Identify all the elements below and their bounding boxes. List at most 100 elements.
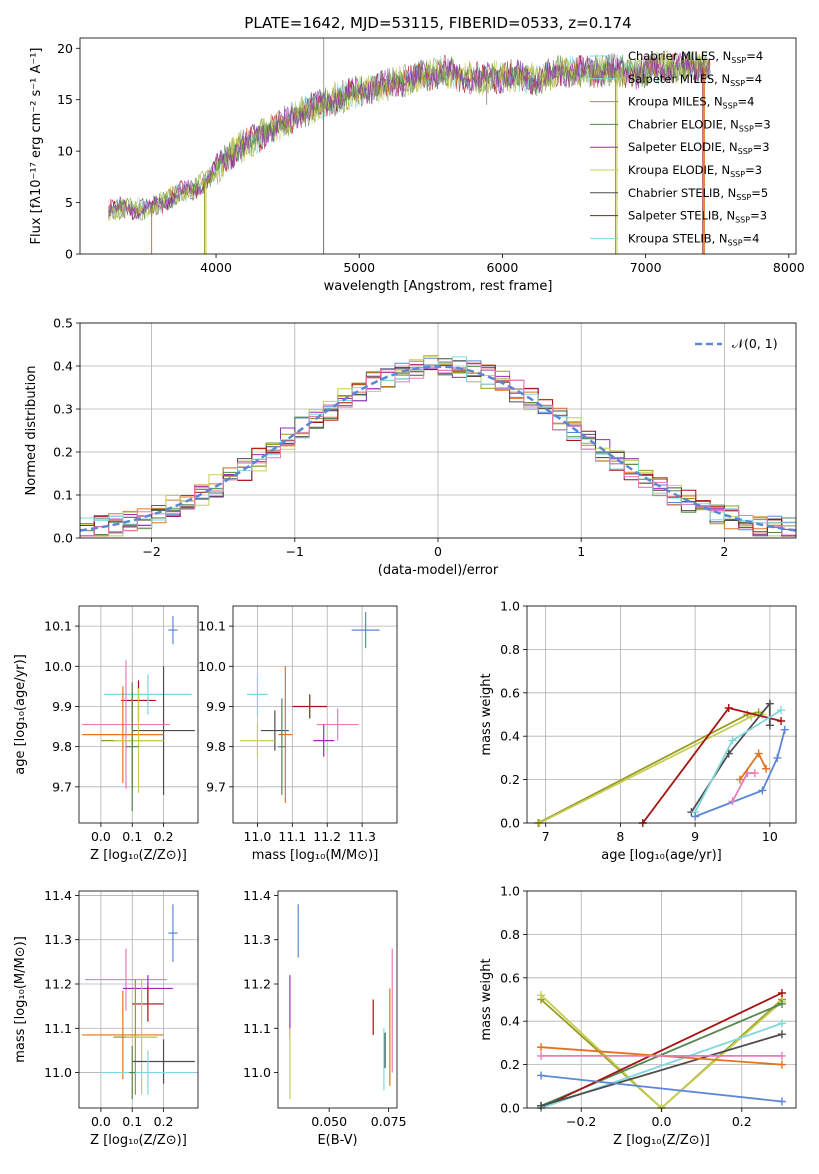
x-tick-label: 0.2 [732, 1114, 752, 1129]
legend-text: =4 [738, 95, 755, 109]
panel-mass-vs-ebv: 0.050 0.075 11.0 11.1 11.2 11.3 11.4 E(B-V) [243, 888, 406, 1148]
y-tick-label: 0.8 [500, 642, 520, 657]
legend-text: Chabrier ELODIE, N [628, 117, 739, 131]
y-tick-label: 0.6 [500, 685, 520, 700]
x-tick-label: 0.050 [311, 1114, 347, 1129]
panel-age-vs-mass: 11.0 11.1 11.2 11.3 9.7 9.8 9.9 10.0 10.1 mass [l… [198, 605, 398, 863]
x-tick-label: 0.2 [154, 829, 174, 844]
y-axis-label: Normed distribution [24, 366, 39, 496]
legend-label: Chabrier ELODIE, NSSP=3 [628, 117, 771, 133]
plus-marker [754, 749, 763, 758]
legend-text: Chabrier STELIB, N [628, 186, 736, 200]
x-tick-label: 7000 [630, 260, 662, 275]
weight-line [539, 713, 763, 824]
legend-subscript: SSP [730, 170, 745, 179]
y-tick-label: 0 [65, 247, 73, 262]
errorbar-point [168, 616, 178, 645]
plus-marker [537, 1071, 546, 1080]
errorbar-point [132, 986, 164, 1022]
plot-area [289, 904, 393, 1100]
legend-text: Salpeter ELODIE, N [628, 140, 738, 154]
y-tick-label: 10 [57, 144, 73, 159]
plus-marker [765, 699, 774, 708]
x-tick-label: 0.2 [154, 1114, 174, 1129]
legend-text: =3 [750, 209, 767, 223]
errorbar-point [316, 708, 359, 741]
panel-spectrum: 4000 5000 6000 7000 8000 0 5 10 15 20 wavelength [… [29, 37, 805, 294]
x-tick-label: 8 [616, 829, 624, 844]
legend-text: =4 [743, 231, 760, 245]
errorbar-point [313, 724, 335, 757]
y-axis-label: mass weight [479, 673, 494, 755]
plus-marker [728, 736, 737, 745]
x-axis-label: E(B-V) [317, 1133, 357, 1148]
y-tick-label: 11.0 [243, 1065, 271, 1080]
x-tick-label: 9 [691, 829, 699, 844]
y-tick-label: 9.9 [52, 699, 72, 714]
x-axis-label: Z [log₁₀(Z/Z⊙)] [90, 1133, 187, 1148]
plus-marker [777, 1097, 786, 1106]
plus-marker [735, 775, 744, 784]
errorbar-point [246, 674, 268, 715]
x-axis-label: (data-model)/error [378, 563, 499, 578]
y-tick-label: 11.2 [44, 977, 72, 992]
axes-frame [79, 37, 797, 255]
axes-frame [78, 605, 199, 824]
legend-subscript: SSP [736, 193, 751, 202]
histogram-series [80, 361, 796, 538]
axes-frame [526, 605, 797, 824]
legend-subscript: SSP [735, 216, 750, 225]
y-tick-label: 5 [65, 195, 73, 210]
x-tick-label: 0.075 [371, 1114, 407, 1129]
legend-label: Salpeter MILES, NSSP=4 [628, 72, 762, 88]
panel-weight-vs-Z: −0.2 0.0 0.2 0.0 0.2 0.4 0.6 0.8 1.0 Z [log₁₀(Z/Z… [479, 884, 797, 1148]
legend-subscript: SSP [738, 147, 753, 156]
weight-series [691, 706, 786, 817]
y-axis-label: mass [log₁₀(M/M⊙)] [13, 936, 28, 1063]
legend-label: Kroupa MILES, NSSP=4 [628, 95, 754, 111]
plus-marker [777, 1019, 786, 1028]
weight-line [540, 992, 783, 1109]
y-tick-label: 0.3 [53, 402, 73, 417]
y-tick-label: 1.0 [500, 599, 520, 614]
weight-line [540, 1033, 783, 1107]
plot-area [82, 904, 195, 1100]
y-tick-label: 9.9 [206, 699, 226, 714]
y-tick-label: 11.3 [243, 932, 271, 947]
x-tick-label: 0 [434, 544, 442, 559]
y-tick-label: 1.0 [500, 884, 520, 899]
errorbar-point [129, 1046, 136, 1100]
legend-text: =4 [745, 72, 762, 86]
plus-marker [777, 717, 786, 726]
errorbar-point [82, 660, 170, 789]
plus-marker [537, 1051, 546, 1060]
legend-text: =3 [753, 140, 770, 154]
x-tick-label: 0.1 [122, 829, 142, 844]
legend-text: Kroupa MILES, N [628, 95, 723, 109]
y-tick-label: 9.8 [52, 739, 72, 754]
legend-text: Kroupa ELODIE, N [628, 163, 730, 177]
weight-series [537, 1051, 786, 1060]
y-tick-label: 0.2 [500, 1057, 520, 1072]
plus-marker [537, 1043, 546, 1052]
weight-series [537, 1030, 786, 1110]
y-tick-label: 10.0 [198, 659, 226, 674]
x-tick-label: 7 [542, 829, 550, 844]
y-tick-label: 20 [57, 41, 73, 56]
plus-marker [537, 991, 546, 1000]
y-tick-label: 0.4 [500, 1014, 520, 1029]
legend-label: Kroupa ELODIE, NSSP=3 [628, 163, 762, 179]
errorbar-point [351, 612, 380, 649]
x-tick-label: 0.0 [91, 1114, 111, 1129]
panel-residuals: −2 −1 0 1 2 0.0 0.1 0.2 0.3 0.4 0.5 (data-model)/er… [24, 316, 797, 578]
plus-marker [724, 703, 733, 712]
legend-subscript: SSP [739, 124, 754, 133]
errorbar-point [113, 688, 164, 793]
plus-marker [691, 812, 700, 821]
legend-text: =3 [745, 163, 762, 177]
errorbar-point [85, 948, 167, 1011]
plus-marker [765, 721, 774, 730]
